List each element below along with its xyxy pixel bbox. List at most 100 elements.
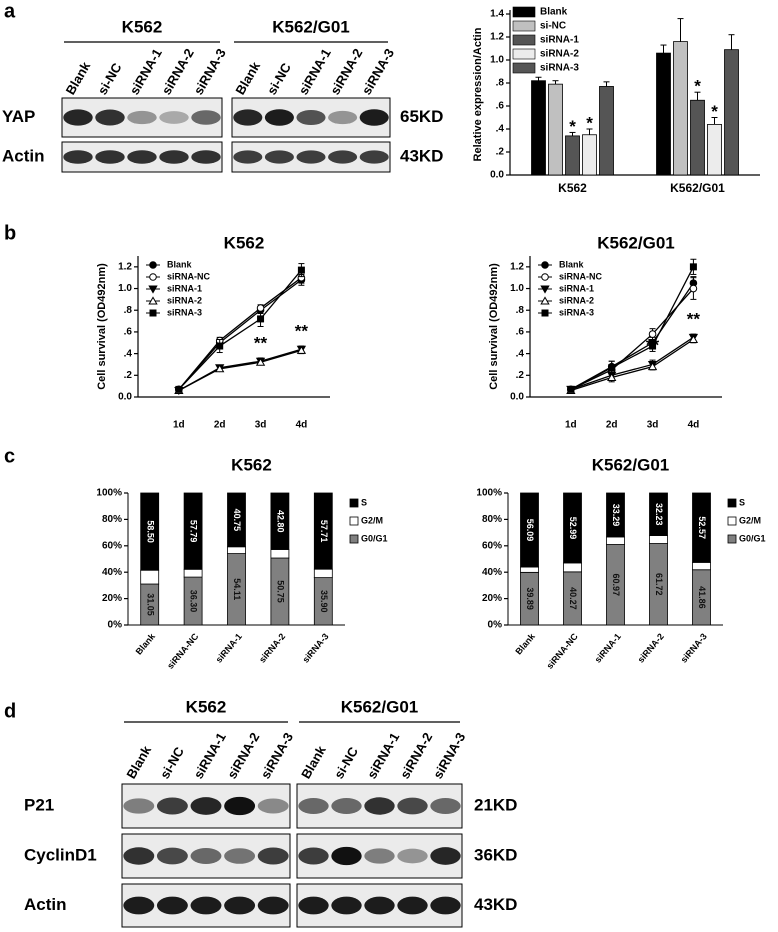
- point: [175, 385, 183, 393]
- panel-label: a: [4, 0, 16, 22]
- y-tick-label: 1.0: [118, 283, 132, 294]
- series-line: [178, 277, 302, 390]
- significance: **: [254, 333, 268, 352]
- blot-band: [397, 797, 428, 815]
- y-tick-label: 1.4: [490, 9, 504, 20]
- group-label: K562/G01: [272, 17, 350, 36]
- lane-label: siRNA-2: [224, 730, 262, 781]
- legend-swatch: [349, 498, 359, 508]
- blot-band: [430, 798, 461, 814]
- blot-band: [123, 847, 155, 865]
- lane-label: Blank: [298, 742, 329, 781]
- y-tick-label: 0.0: [118, 392, 132, 403]
- legend-marker: [149, 273, 157, 281]
- blot-band: [159, 111, 189, 124]
- value-label: 54.11: [232, 578, 242, 600]
- size-label: 43KD: [474, 895, 517, 914]
- y-tick-label: 80%: [102, 514, 122, 525]
- series-line: [178, 349, 302, 392]
- x-tick-label: 4d: [296, 420, 308, 431]
- legend-swatch: [349, 516, 359, 526]
- blot-band: [127, 110, 157, 125]
- row-label: YAP: [2, 107, 35, 126]
- point: [607, 372, 617, 381]
- bar-segment: [649, 492, 668, 536]
- lane-label: Blank: [232, 58, 263, 97]
- bar-segment: [692, 561, 711, 571]
- value-label: 39.89: [525, 587, 535, 610]
- bar: [599, 86, 614, 176]
- blot-band: [123, 896, 155, 915]
- point: [296, 345, 307, 354]
- point: [567, 385, 575, 393]
- value-label: 60.97: [611, 573, 621, 596]
- lane-label: siRNA-3: [258, 730, 296, 781]
- value-label: 35.90: [319, 590, 329, 613]
- blot-band: [359, 109, 389, 126]
- blot-band: [190, 896, 222, 915]
- y-tick-label: .8: [496, 78, 505, 89]
- legend-label: S: [361, 497, 367, 507]
- point: [647, 362, 658, 371]
- legend-label: siRNA-2: [559, 295, 594, 305]
- blot-band: [63, 150, 93, 164]
- legend-swatch: [727, 516, 737, 526]
- group-label: K562/G01: [341, 697, 419, 716]
- y-tick-label: .4: [496, 124, 505, 135]
- value-label: 58.50: [145, 520, 155, 543]
- value-label: 41.86: [697, 586, 707, 609]
- value-label: 40.75: [232, 509, 242, 532]
- legend-swatch: [727, 534, 737, 544]
- blot-band: [298, 847, 329, 865]
- y-tick-label: 100%: [476, 488, 502, 499]
- legend-marker: [541, 309, 549, 317]
- legend-label: siRNA-3: [167, 307, 202, 317]
- bar-segment: [183, 568, 203, 578]
- blot-band: [298, 896, 329, 915]
- legend-label: siRNA-NC: [559, 271, 603, 281]
- y-tick-label: 0%: [488, 620, 503, 631]
- lane-label: siRNA-1: [191, 730, 229, 781]
- y-tick-label: 0.0: [490, 170, 504, 181]
- x-tick-label: siRNA-NC: [545, 631, 581, 671]
- row-label: Actin: [2, 146, 45, 165]
- bar-segment: [649, 535, 668, 544]
- value-label: 33.29: [611, 504, 621, 527]
- value-label: 50.75: [276, 580, 286, 603]
- blot-band: [156, 797, 188, 815]
- legend-label: siRNA-2: [540, 49, 579, 60]
- x-tick-label: 3d: [255, 420, 267, 431]
- blot-band: [233, 150, 263, 164]
- chart-title: K562/G01: [597, 233, 675, 252]
- point: [688, 334, 699, 344]
- size-label: 43KD: [400, 146, 443, 165]
- y-tick-label: 0%: [108, 620, 123, 631]
- y-tick-label: 20%: [102, 593, 122, 604]
- blot-band: [95, 109, 125, 126]
- legend-marker: [541, 273, 549, 281]
- blot-band: [257, 798, 289, 814]
- significance: **: [295, 322, 309, 341]
- point: [255, 357, 266, 366]
- bar: [656, 52, 671, 176]
- legend-label: si-NC: [540, 21, 566, 32]
- blot-band: [257, 896, 289, 915]
- significance: **: [687, 310, 701, 329]
- legend-marker: [148, 296, 158, 305]
- y-tick-label: 0.0: [510, 392, 524, 403]
- blot-band: [430, 896, 461, 915]
- series-line: [570, 338, 694, 392]
- blot-band: [359, 150, 389, 164]
- bar: [582, 134, 597, 176]
- value-label: 56.09: [525, 519, 535, 542]
- bar-segment: [227, 546, 246, 554]
- point: [608, 364, 616, 372]
- y-tick-label: 40%: [482, 567, 502, 578]
- value-label: 52.57: [697, 516, 707, 539]
- bar-segment: [183, 492, 203, 570]
- y-tick-label: 60%: [102, 540, 122, 551]
- point: [689, 284, 698, 293]
- bar: [673, 41, 688, 176]
- blot-band: [233, 109, 263, 126]
